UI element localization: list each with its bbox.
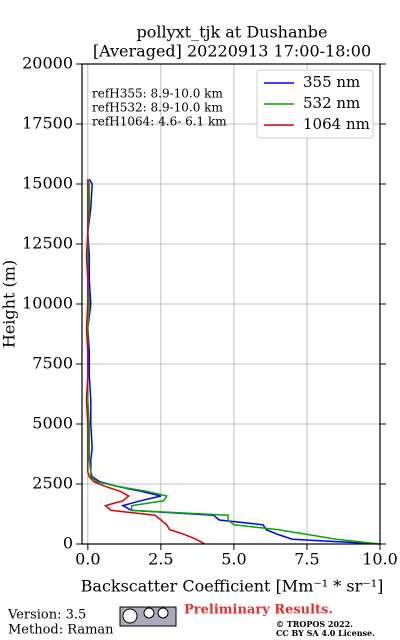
plot-frame [81,63,381,545]
y-tick-label: 0 [63,534,73,553]
y-tick-label: 17500 [22,114,73,133]
preliminary-notice: Preliminary Results. [184,603,333,618]
y-tick-label: 15000 [22,174,73,193]
chart-subtitle: [Averaged] 20220913 17:00-18:00 [93,42,371,61]
version: Version: 3.5 [7,608,86,623]
method: Method: Raman [8,623,114,638]
y-tick-label: 10000 [22,294,73,313]
annotation: refH355: 8.9-10.0 km [92,87,223,101]
annotation: refH532: 8.9-10.0 km [92,101,223,115]
legend-label: 532 nm [303,94,360,112]
x-tick-label: 2.5 [148,550,173,569]
y-tick-label: 12500 [22,234,73,253]
y-axis-label: Height (m) [0,260,19,348]
legend-box [256,69,374,139]
y-tick-label: 20000 [22,54,73,73]
cc-icon [119,606,177,627]
y-tick-label: 7500 [32,354,73,373]
annotation: refH1064: 4.6- 6.1 km [92,115,227,129]
x-tick-label: 0.0 [75,550,100,569]
license: © TROPOS 2022. [276,619,353,629]
legend-label: 1064 nm [303,115,370,133]
y-tick-label: 5000 [32,414,73,433]
x-tick-label: 10.0 [362,550,398,569]
x-axis-label: Backscatter Coefficient [Mm⁻¹ * sr⁻¹] [81,577,384,596]
profile-line [85,179,206,545]
chart-title: pollyxt_tjk at Dushanbe [136,23,327,42]
x-tick-label: 5.0 [221,550,246,569]
x-tick-label: 7.5 [294,550,319,569]
license: CC BY SA 4.0 License. [276,628,375,638]
legend-label: 355 nm [303,73,360,91]
y-tick-label: 2500 [32,474,73,493]
